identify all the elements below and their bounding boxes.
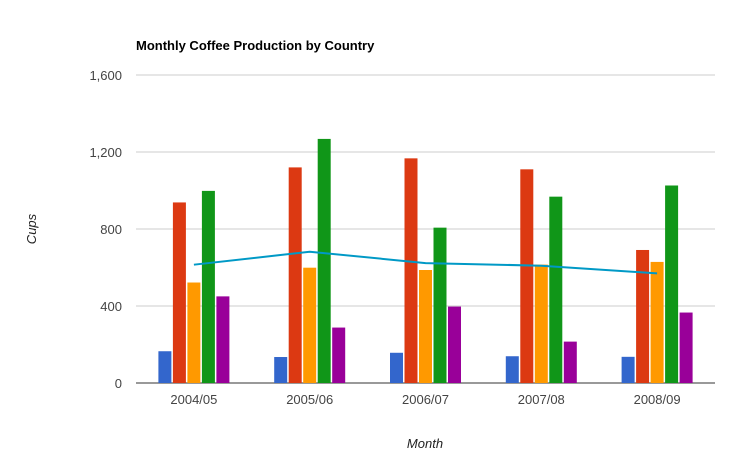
bar xyxy=(520,169,534,383)
bar xyxy=(172,202,186,383)
bar xyxy=(534,264,548,383)
series-line xyxy=(193,250,658,275)
bar xyxy=(448,306,461,383)
bar xyxy=(679,312,693,383)
bar xyxy=(216,296,230,383)
bar xyxy=(187,282,201,383)
y-tick-label: 1,600 xyxy=(89,68,122,83)
bar xyxy=(404,158,418,383)
bar xyxy=(332,327,346,383)
x-tick-label: 2005/06 xyxy=(286,392,333,407)
bar xyxy=(650,261,664,383)
bar xyxy=(563,341,577,383)
bar xyxy=(665,185,679,383)
y-axis-ticks: 0 400 800 1,200 1,600 xyxy=(89,68,122,391)
bar xyxy=(505,356,519,383)
y-tick-label: 800 xyxy=(100,222,122,237)
x-tick-label: 2004/05 xyxy=(170,392,217,407)
bar xyxy=(433,227,447,383)
bar xyxy=(201,190,215,383)
bar xyxy=(274,357,288,383)
bar xyxy=(419,270,432,383)
bar xyxy=(636,249,650,383)
line-layer xyxy=(193,250,658,275)
bar xyxy=(317,138,331,383)
y-tick-label: 1,200 xyxy=(89,145,122,160)
bar-layer xyxy=(158,138,693,383)
y-axis-label: Cups xyxy=(24,213,39,244)
x-axis-label: Month xyxy=(407,436,443,451)
x-tick-label: 2006/07 xyxy=(402,392,449,407)
bar xyxy=(549,196,563,383)
x-tick-label: 2008/09 xyxy=(634,392,681,407)
x-tick-label: 2007/08 xyxy=(518,392,565,407)
bar xyxy=(621,356,635,383)
x-axis-ticks: 2004/05 2005/06 2006/07 2007/08 2008/09 xyxy=(170,392,680,407)
bar xyxy=(158,351,172,383)
bar xyxy=(288,167,302,383)
y-tick-label: 0 xyxy=(115,376,122,391)
bar xyxy=(390,352,403,383)
bar xyxy=(303,267,317,383)
chart-title: Monthly Coffee Production by Country xyxy=(136,38,375,53)
y-tick-label: 400 xyxy=(100,299,122,314)
